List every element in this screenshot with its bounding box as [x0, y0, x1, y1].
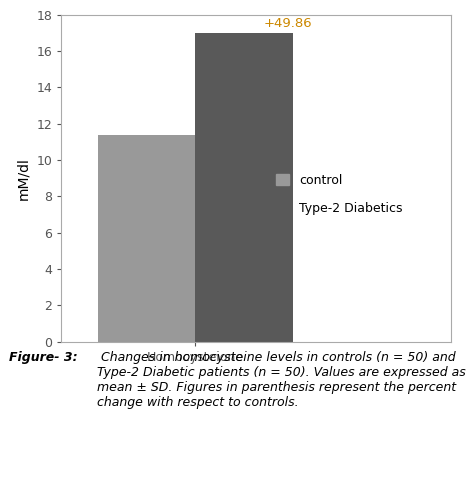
Text: Changes in homocysteine levels in controls (n = 50) and Type-2 Diabetic patients: Changes in homocysteine levels in contro…	[97, 351, 466, 409]
Y-axis label: mM/dl: mM/dl	[16, 157, 31, 200]
Bar	[98, 136, 195, 342]
Text: Figure- 3:: Figure- 3:	[9, 351, 78, 365]
Legend: control, Type-2 Diabetics: control, Type-2 Diabetics	[270, 168, 409, 221]
Text: +49.86: +49.86	[264, 17, 312, 30]
Bar	[195, 33, 293, 342]
